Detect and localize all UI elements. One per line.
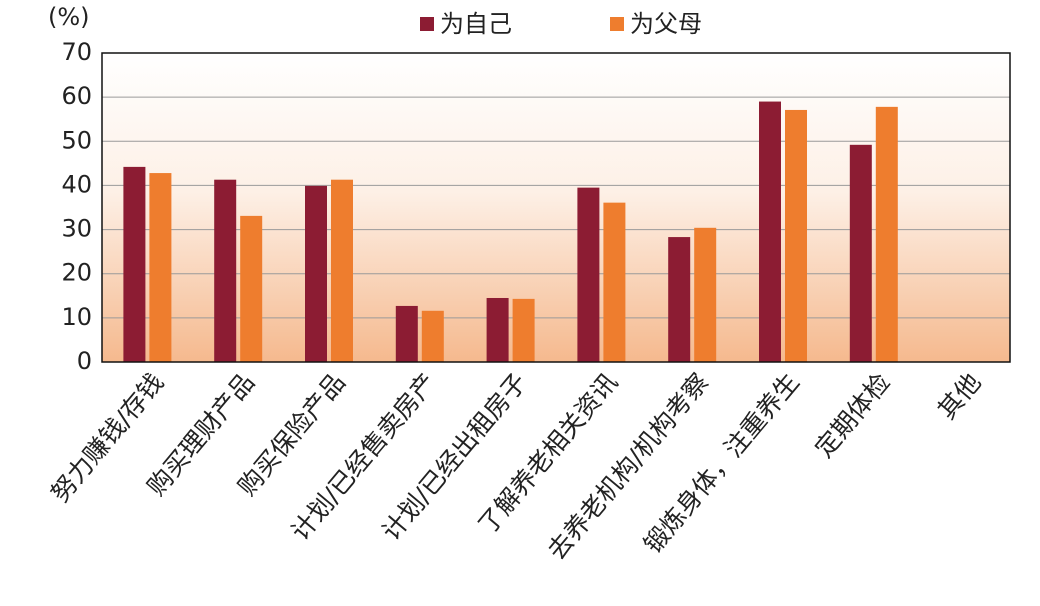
bar — [759, 101, 781, 363]
legend-label: 为自己 — [440, 10, 512, 38]
bar — [331, 179, 353, 362]
bar — [603, 202, 626, 362]
bar — [149, 173, 172, 362]
x-tick-label: 锻炼身体，注重养生 — [638, 368, 805, 559]
y-tick-label: 50 — [61, 126, 92, 154]
bar — [305, 185, 327, 362]
bar — [875, 106, 898, 363]
x-tick-label: 定期体检 — [809, 368, 896, 463]
legend-swatch — [420, 17, 434, 31]
bar — [785, 109, 807, 363]
x-tick-label: 其他 — [932, 368, 986, 425]
y-axis-label: (%) — [48, 3, 90, 31]
y-tick-label: 20 — [61, 259, 92, 287]
bar — [395, 305, 418, 362]
bar — [849, 144, 872, 362]
bar — [123, 166, 146, 362]
x-tick-label: 去养老机构/机构考察 — [542, 368, 714, 565]
y-tick-label: 0 — [77, 347, 92, 375]
plot-frame — [101, 52, 1011, 363]
legend-label: 为父母 — [630, 10, 702, 38]
y-tick-label: 70 — [61, 38, 92, 66]
bar — [512, 298, 535, 362]
plot-area — [102, 53, 1010, 362]
bar — [668, 237, 691, 362]
y-tick-label: 10 — [61, 303, 92, 331]
legend-swatch — [610, 17, 624, 31]
y-tick-label: 40 — [61, 170, 92, 198]
bar — [240, 215, 263, 362]
bar — [214, 179, 237, 362]
bar — [694, 227, 717, 362]
bar — [577, 187, 600, 362]
y-tick-label: 30 — [61, 215, 92, 243]
y-tick-label: 60 — [61, 82, 92, 110]
bar — [421, 310, 444, 362]
bar — [486, 297, 509, 362]
